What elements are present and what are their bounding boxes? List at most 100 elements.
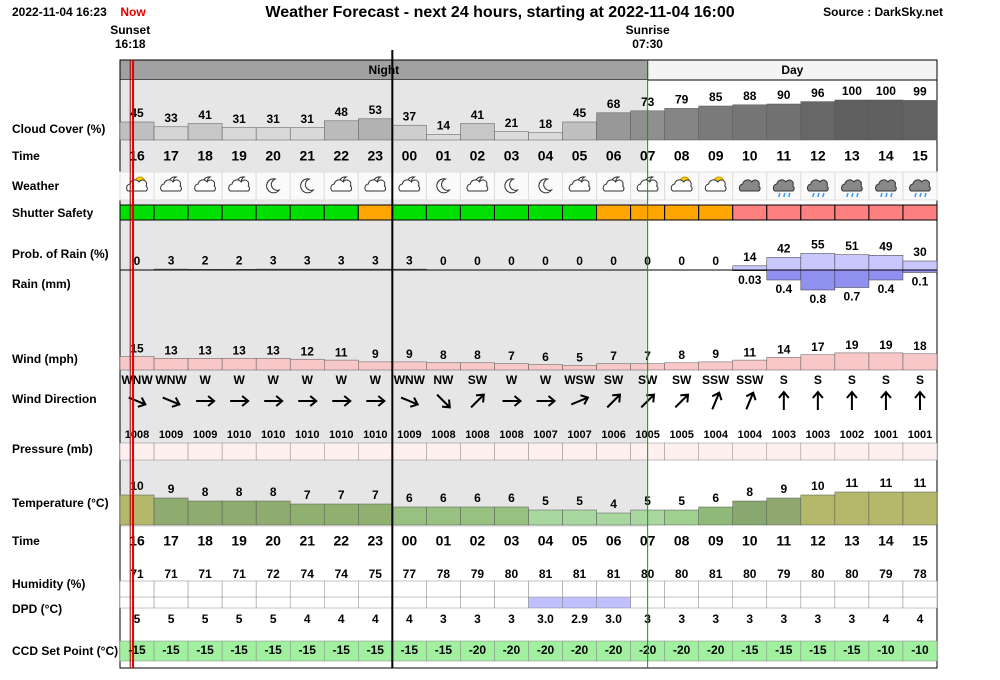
- cloud: [228, 179, 250, 192]
- temperature-bar: [732, 500, 768, 526]
- pressure-value: 1004: [738, 429, 763, 441]
- dpd-cell: [902, 596, 938, 609]
- pressure-cell: [358, 442, 393, 461]
- rain-value: 0.8: [810, 292, 827, 306]
- wind-value: 6: [542, 350, 549, 364]
- cloud: [364, 179, 387, 192]
- humidity-cell: [426, 580, 461, 599]
- cloud-value: 41: [198, 108, 212, 122]
- time: 22: [333, 533, 349, 549]
- wind-arrow: [128, 396, 147, 408]
- time: 01: [436, 533, 452, 549]
- cloud-bar: [255, 127, 291, 141]
- cloud-value: 33: [164, 111, 178, 125]
- rain-value: 0.4: [878, 282, 895, 296]
- rain-value: 0.4: [775, 282, 792, 296]
- time: 19: [231, 148, 247, 164]
- cloud-bar: [800, 101, 836, 141]
- rain-drops: [914, 192, 927, 198]
- dpd-cell: [834, 596, 870, 609]
- weather-icon: [398, 176, 421, 192]
- pressure-cell: [868, 442, 904, 461]
- temperature-value: 9: [168, 482, 175, 496]
- shutter-cell: [459, 204, 495, 221]
- humidity-value: 71: [198, 567, 212, 581]
- temperature-value: 10: [811, 479, 825, 493]
- wind-bar: [528, 364, 563, 371]
- cloud-bar: [868, 99, 904, 141]
- wind-value: 13: [232, 343, 246, 357]
- pressure-value: 1010: [363, 429, 387, 441]
- ccd-value: -15: [162, 643, 180, 657]
- icon-cell: [528, 171, 564, 201]
- moon: [266, 178, 281, 194]
- cloud-bar: [119, 121, 155, 141]
- wind-value: 12: [301, 344, 315, 358]
- shutter-cell: [800, 204, 836, 221]
- rain-prob-bar: [766, 257, 802, 271]
- humidity-value: 75: [369, 567, 383, 581]
- wind-value: 9: [406, 347, 413, 361]
- weather-icon: [875, 179, 897, 198]
- time: 16: [129, 148, 145, 164]
- pressure-cell: [392, 442, 427, 461]
- wind-bar: [289, 358, 325, 371]
- humidity-value: 78: [437, 567, 451, 581]
- ccd-value: -10: [877, 643, 895, 657]
- dpd-cell: [494, 596, 529, 609]
- time: 10: [742, 533, 758, 549]
- humidity-cell: [800, 580, 836, 599]
- time: 03: [504, 148, 520, 164]
- time: 20: [265, 148, 281, 164]
- pressure-value: 1009: [159, 429, 183, 441]
- time: 15: [912, 533, 928, 549]
- wind-bar: [834, 352, 870, 371]
- wind-arrow: [400, 396, 420, 408]
- weather-icon: [841, 179, 863, 198]
- sunset-label: Sunset: [110, 23, 150, 37]
- dpd-cell: [358, 596, 393, 609]
- wind-bar: [698, 361, 733, 371]
- humidity-cell: [358, 580, 393, 599]
- cloud: [806, 179, 829, 192]
- wind-arrow: [366, 395, 386, 407]
- moon: [504, 178, 519, 194]
- ccd-value: -15: [265, 643, 283, 657]
- pressure-value: 1008: [499, 429, 523, 441]
- pressure-cell: [187, 442, 223, 461]
- dpd-cell: [255, 596, 291, 609]
- cloud-value: 31: [232, 112, 246, 126]
- pressure-cell: [766, 442, 802, 461]
- cloud-value: 14: [437, 119, 451, 133]
- wind-bar: [868, 352, 904, 371]
- dpd-cell: [187, 596, 223, 609]
- row-label: Pressure (mb): [12, 442, 93, 456]
- wind-value: 18: [913, 339, 927, 353]
- wind-bar: [426, 362, 461, 371]
- cloud-value: 45: [573, 106, 587, 120]
- wind-direction: SSW: [702, 373, 730, 387]
- rain-prob-value: 51: [845, 239, 859, 253]
- wind-value: 7: [610, 349, 617, 363]
- wind-bar: [153, 358, 189, 371]
- wind-value: 11: [743, 345, 756, 359]
- humidity-cell: [664, 580, 699, 599]
- rain-prob-value: 3: [168, 253, 175, 267]
- shutter-cell: [323, 204, 359, 221]
- ccd-value: -15: [741, 643, 759, 657]
- rain-bar: [834, 269, 870, 288]
- pressure-cell: [255, 442, 291, 461]
- ccd-value: -15: [299, 643, 317, 657]
- wind-direction: W: [370, 373, 382, 387]
- cloud-bar: [460, 123, 495, 141]
- icon-cell: [255, 171, 291, 201]
- wind-direction: S: [814, 373, 822, 387]
- weather-icon: [436, 178, 451, 194]
- wind-arrow: [846, 390, 858, 410]
- pressure-value: 1006: [601, 429, 625, 441]
- cloud-bar: [902, 100, 938, 141]
- temperature-bar: [289, 503, 325, 526]
- wind-arrow: [436, 393, 451, 409]
- icon-cell: [187, 171, 223, 201]
- icon-cell: [425, 171, 461, 201]
